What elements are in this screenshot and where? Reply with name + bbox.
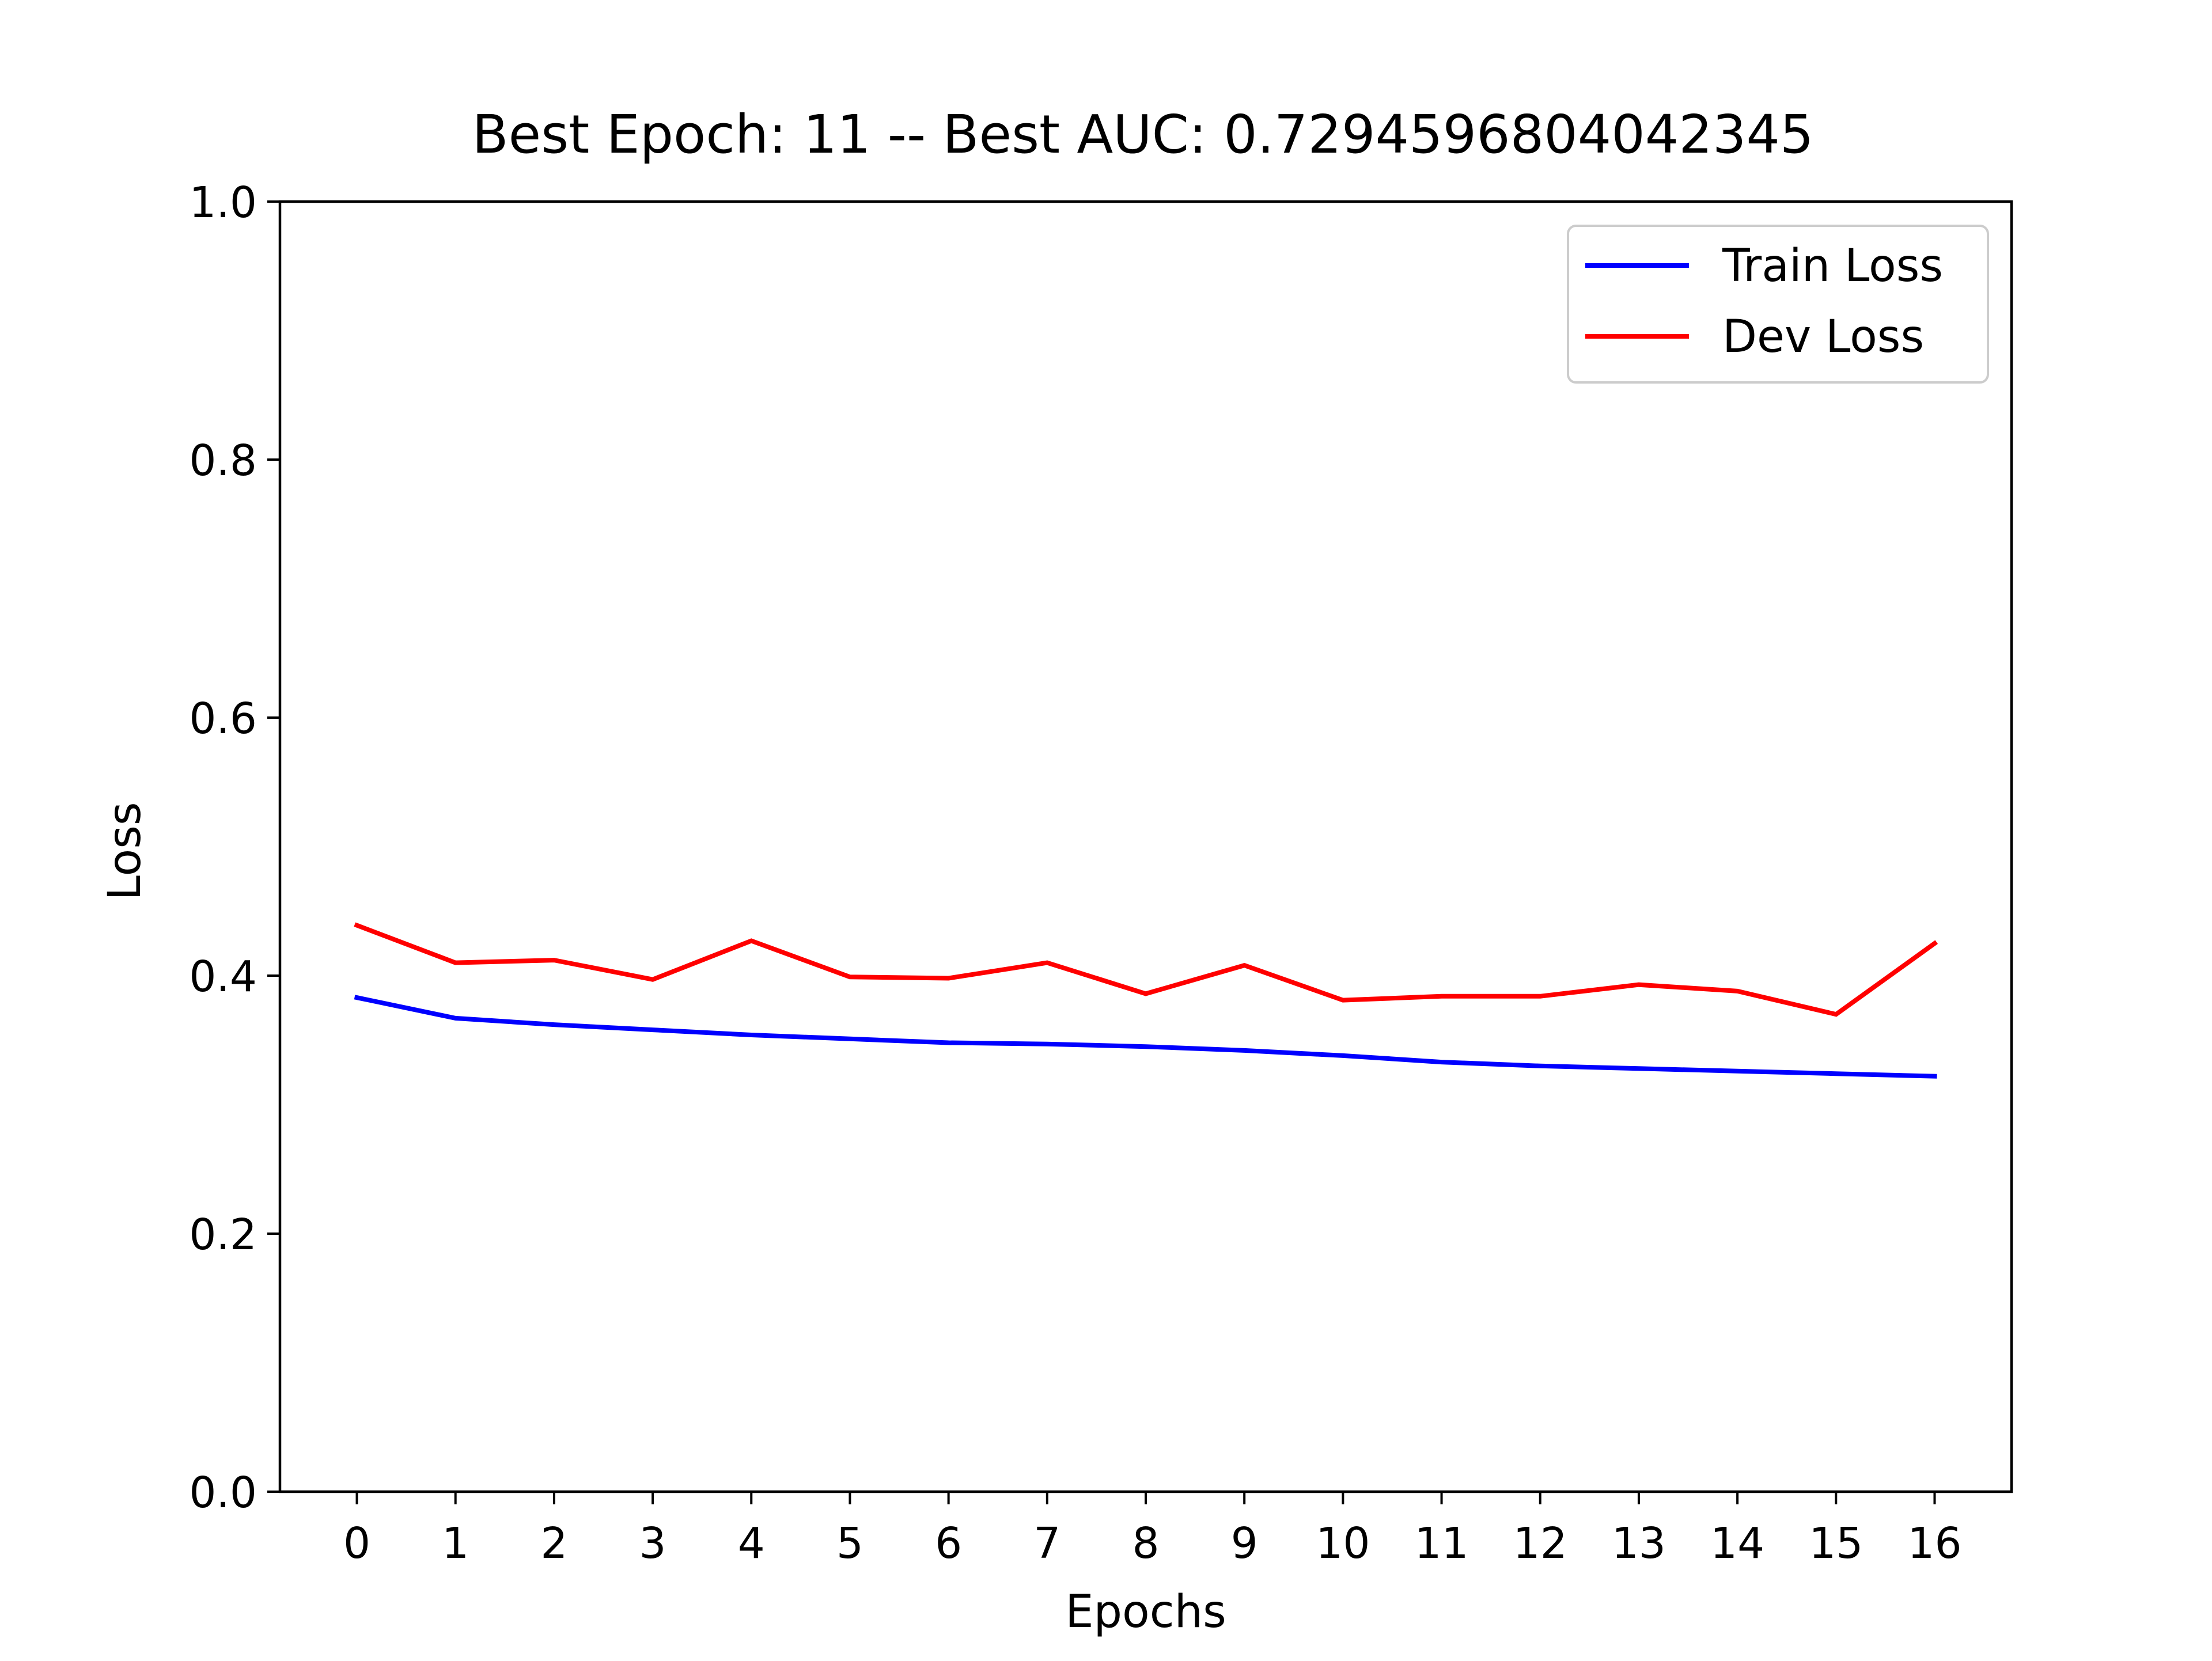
x-tick-label: 0 — [343, 1519, 370, 1568]
x-tick-label: 10 — [1316, 1519, 1370, 1568]
x-axis-label: Epochs — [1065, 1586, 1226, 1638]
y-tick-label: 0.4 — [189, 952, 257, 1002]
x-tick-label: 8 — [1132, 1519, 1159, 1568]
x-tick-label: 14 — [1710, 1519, 1764, 1568]
x-tick-label: 7 — [1033, 1519, 1060, 1568]
chart-title: Best Epoch: 11 -- Best AUC: 0.7294596804… — [472, 104, 1814, 165]
x-tick-label: 11 — [1414, 1519, 1468, 1568]
x-tick-label: 4 — [738, 1519, 765, 1568]
y-tick-label: 0.0 — [189, 1468, 257, 1518]
legend-label-dev-loss: Dev Loss — [1722, 311, 1924, 363]
x-tick-label: 5 — [836, 1519, 863, 1568]
x-tick-label: 16 — [1907, 1519, 1961, 1568]
y-tick-label: 0.8 — [189, 436, 257, 486]
x-tick-label: 3 — [639, 1519, 666, 1568]
legend-label-train-loss: Train Loss — [1722, 240, 1943, 292]
x-tick-label: 13 — [1612, 1519, 1666, 1568]
x-tick-label: 1 — [442, 1519, 469, 1568]
x-tick-label: 6 — [935, 1519, 962, 1568]
legend: Train Loss Dev Loss — [1568, 226, 1988, 382]
x-tick-label: 9 — [1231, 1519, 1258, 1568]
y-tick-label: 1.0 — [189, 178, 257, 227]
y-tick-label: 0.2 — [189, 1210, 257, 1260]
x-tick-label: 2 — [540, 1519, 567, 1568]
x-tick-label: 12 — [1513, 1519, 1567, 1568]
y-tick-label: 0.6 — [189, 694, 257, 744]
x-tick-label: 15 — [1809, 1519, 1863, 1568]
y-axis-label: Loss — [99, 802, 151, 900]
